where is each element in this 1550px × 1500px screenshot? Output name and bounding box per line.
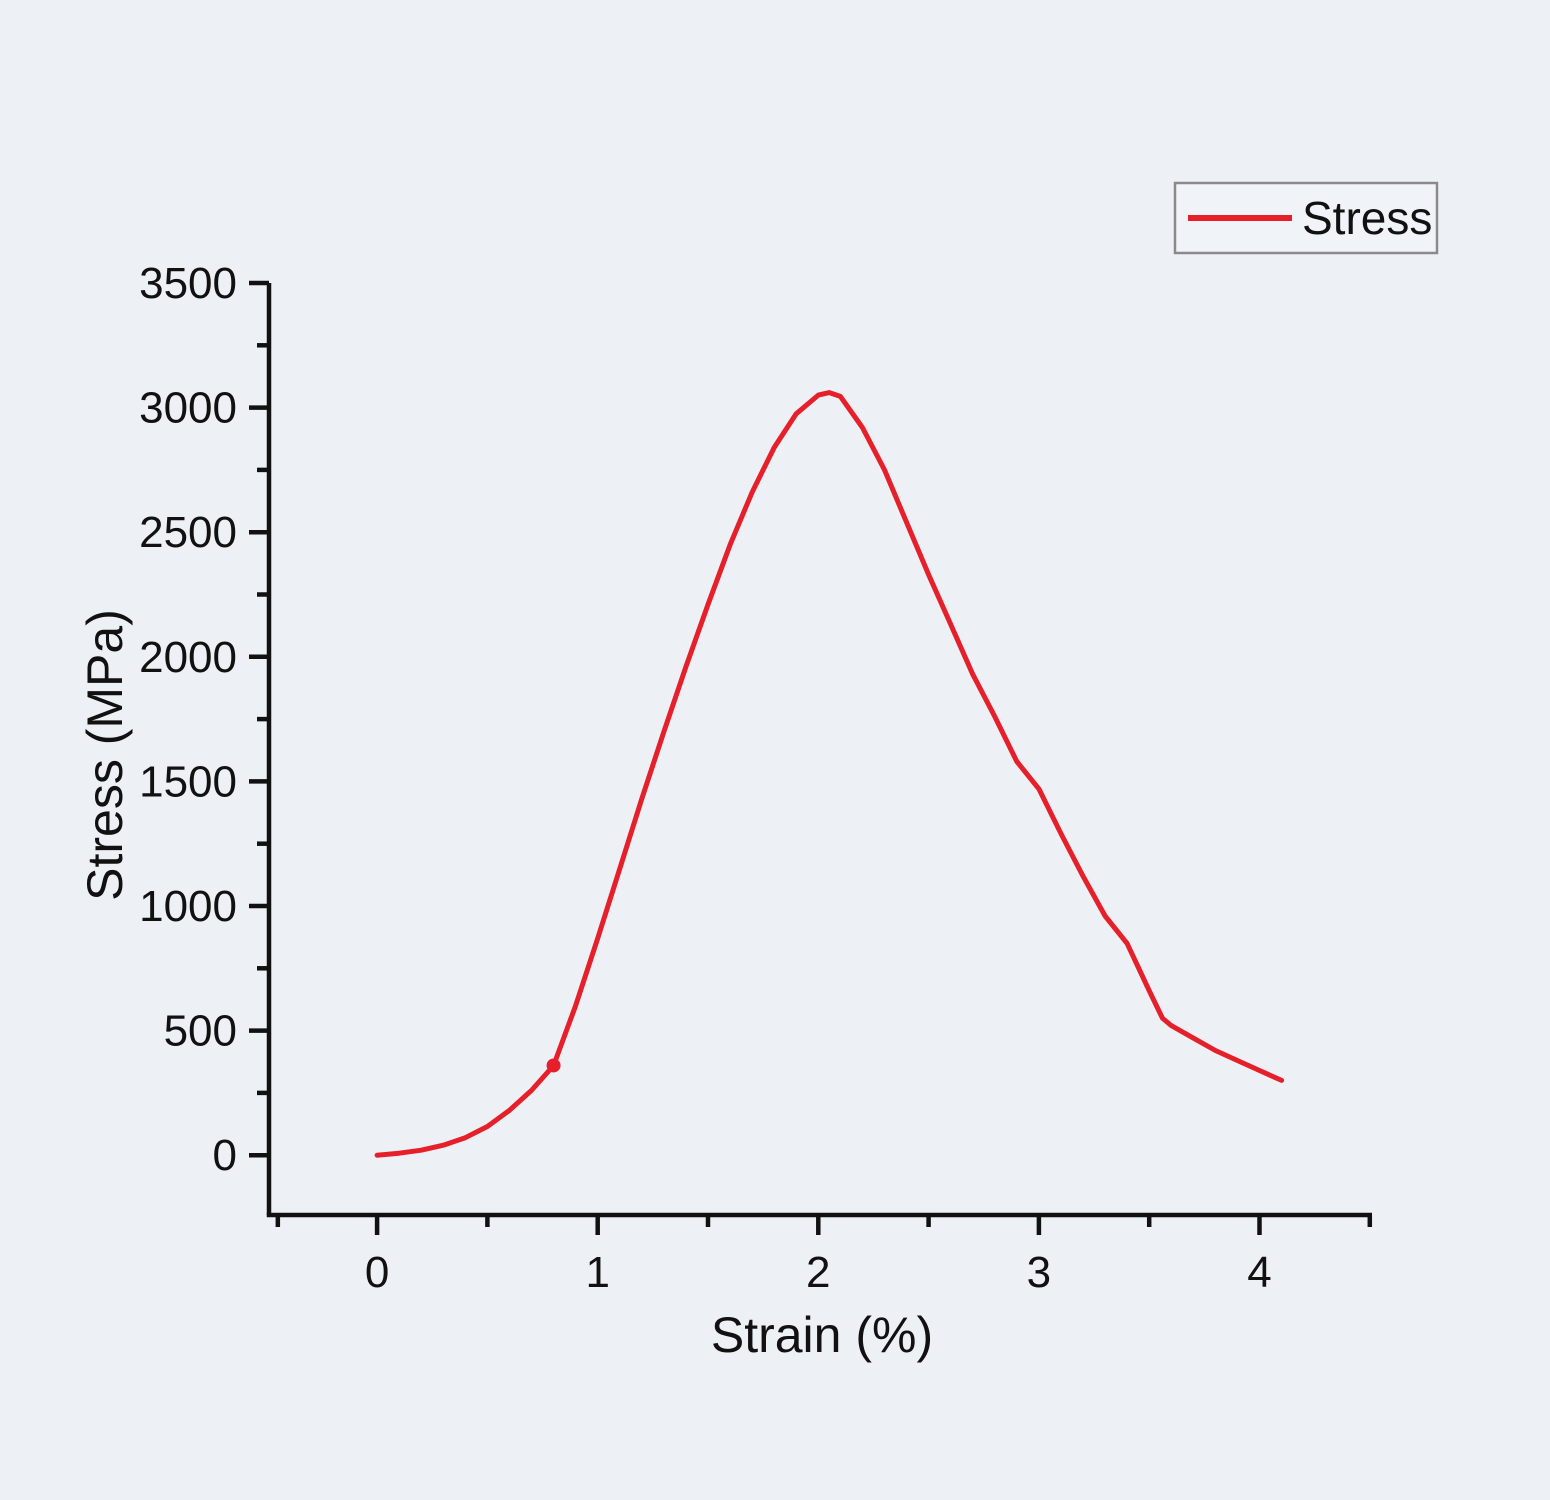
- x-tick-label: 0: [365, 1248, 389, 1297]
- x-tick-label: 3: [1027, 1248, 1051, 1297]
- y-tick-label: 1500: [139, 757, 237, 806]
- legend-label: Stress: [1302, 192, 1432, 244]
- y-tick-label: 3000: [139, 384, 237, 433]
- y-tick-label: 2000: [139, 633, 237, 682]
- legend: Stress: [1173, 181, 1439, 255]
- y-axis-title: Stress (MPa): [77, 609, 133, 901]
- data-point-marker: [546, 1058, 561, 1073]
- x-tick-label: 1: [585, 1248, 609, 1297]
- stress-curve: [374, 390, 1285, 1158]
- y-tick-label: 2500: [139, 508, 237, 557]
- y-tick-label: 500: [164, 1007, 237, 1056]
- axes: 0 1 2 3 4 0 500 1000 1500 2000 2500 3000 3500: [139, 259, 1373, 1297]
- y-tick-label: 1000: [139, 882, 237, 931]
- y-tick-label: 0: [213, 1131, 237, 1180]
- x-axis-title: Strain (%): [711, 1307, 933, 1363]
- x-tick-label: 2: [806, 1248, 830, 1297]
- x-tick-label: 4: [1247, 1248, 1271, 1297]
- y-tick-label: 3500: [139, 259, 237, 308]
